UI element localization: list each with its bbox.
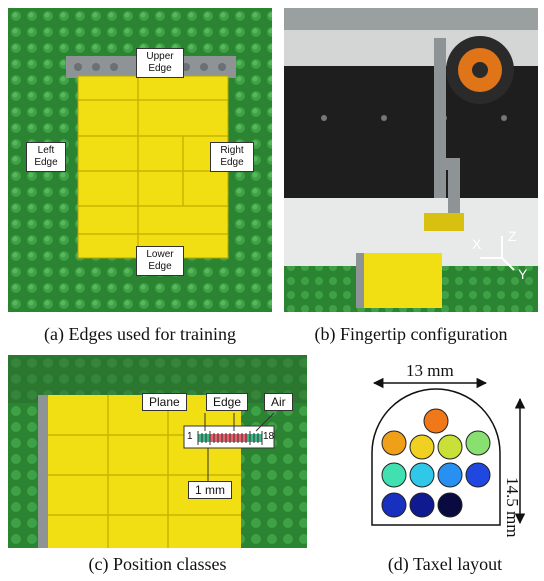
taxel-10 bbox=[381, 492, 407, 518]
label-1mm: 1 mm bbox=[188, 481, 232, 499]
panel-b-illustration bbox=[284, 8, 538, 312]
caption-b: (b) Fingertip configuration bbox=[314, 324, 508, 344]
label-air: Air bbox=[264, 393, 293, 411]
label-lower-edge: Lower Edge bbox=[136, 246, 184, 276]
taxel-8 bbox=[437, 462, 463, 488]
fingertip-outline bbox=[371, 388, 501, 526]
caption-a: (a) Edges used for training bbox=[44, 324, 236, 344]
panel-d-diagram: 13 mm 14.5 mm bbox=[350, 355, 540, 548]
label-plane: Plane bbox=[142, 393, 187, 411]
label-right-edge-text: Right Edge bbox=[220, 145, 244, 168]
label-left-edge-text: Left Edge bbox=[34, 145, 58, 168]
panel-c-illustration bbox=[8, 355, 307, 548]
label-upper-edge: Upper Edge bbox=[136, 48, 184, 78]
height-label: 14.5 mm bbox=[503, 477, 522, 538]
label-upper-edge-text: Upper Edge bbox=[146, 51, 174, 74]
taxel-2 bbox=[381, 430, 407, 456]
taxel-4 bbox=[437, 434, 463, 460]
taxel-1 bbox=[423, 408, 449, 434]
panel-a-photo: Upper Edge Left Edge Right Edge Lower Ed… bbox=[8, 8, 272, 312]
axis-z-label: Z bbox=[508, 228, 517, 244]
taxel-9 bbox=[465, 462, 491, 488]
label-edge: Edge bbox=[206, 393, 249, 411]
label-left-edge: Left Edge bbox=[26, 142, 66, 172]
panel-c-photo: Plane Edge Air 1 18 1 mm bbox=[8, 355, 307, 548]
taxel-7 bbox=[409, 462, 435, 488]
axis-x-label: X bbox=[472, 236, 482, 252]
width-label: 13 mm bbox=[406, 361, 454, 380]
panel-b-photo: X Z Y bbox=[284, 8, 538, 312]
label-lower-edge-text: Lower Edge bbox=[146, 249, 174, 272]
taxel-diagram bbox=[371, 377, 526, 526]
axis-y-label: Y bbox=[518, 266, 528, 282]
taxel-12 bbox=[437, 492, 463, 518]
taxel-11 bbox=[409, 492, 435, 518]
label-right-edge: Right Edge bbox=[210, 142, 254, 172]
scale-end: 18 bbox=[263, 431, 275, 442]
caption-d: (d) Taxel layout bbox=[387, 554, 503, 574]
taxel-6 bbox=[381, 462, 407, 488]
taxel-3 bbox=[409, 434, 435, 460]
scale-start: 1 bbox=[187, 431, 193, 442]
caption-c: (c) Position classes bbox=[88, 554, 227, 574]
taxel-5 bbox=[465, 430, 491, 456]
